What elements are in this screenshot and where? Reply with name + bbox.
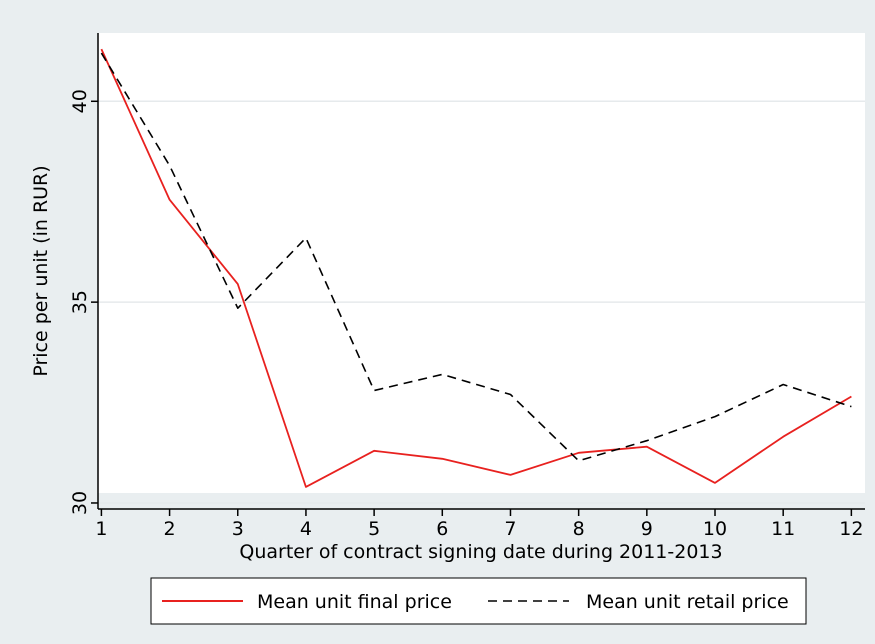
- y-tick-label: 30: [69, 491, 91, 515]
- y-tick-label: 40: [69, 89, 91, 113]
- x-tick-label: 9: [641, 518, 653, 540]
- axes: [97, 33, 865, 510]
- legend-label-retail: Mean unit retail price: [586, 591, 789, 613]
- legend: Mean unit final price Mean unit retail p…: [150, 577, 807, 625]
- legend-box: [150, 577, 807, 625]
- x-tick-label: 7: [504, 518, 516, 540]
- x-tick-label: 10: [703, 518, 727, 540]
- grid-lines: [98, 100, 865, 504]
- x-tick-label: 5: [368, 518, 380, 540]
- x-tick-label: 2: [164, 518, 176, 540]
- plot-area: [98, 33, 865, 493]
- series-line-retail-price: [100, 52, 852, 462]
- x-tick-label: 4: [300, 518, 312, 540]
- y-tick-label: 35: [69, 290, 91, 314]
- x-tick-label: 6: [436, 518, 448, 540]
- legend-label-final: Mean unit final price: [257, 591, 452, 613]
- series: [100, 48, 852, 488]
- y-axis-label: Price per unit (in RUR): [30, 165, 52, 376]
- series-line-final-price: [100, 48, 852, 488]
- x-tick-label: 12: [839, 518, 863, 540]
- x-tick-label: 3: [232, 518, 244, 540]
- x-axis-label: Quarter of contract signing date during …: [239, 541, 722, 563]
- x-tick-label: 11: [771, 518, 795, 540]
- x-tick-label: 1: [95, 518, 107, 540]
- x-tick-label: 8: [573, 518, 585, 540]
